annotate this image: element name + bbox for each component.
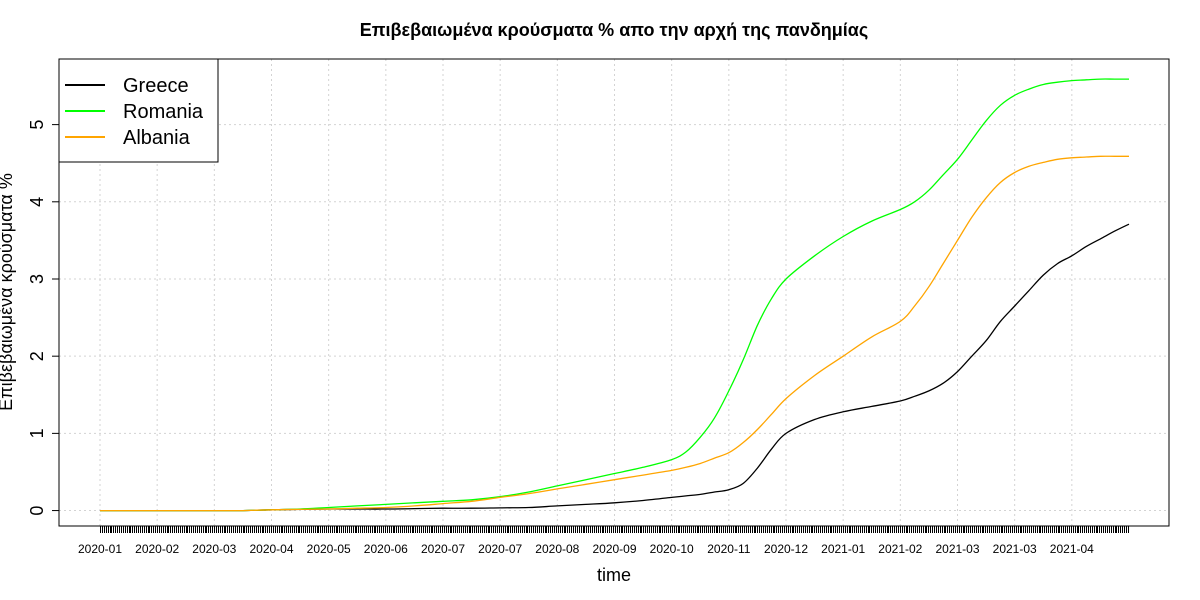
x-tick-label: 2020-07	[421, 542, 465, 556]
x-tick-label: 2020-04	[249, 542, 293, 556]
x-tick-label: 2021-03	[993, 542, 1037, 556]
x-tick-label: 2021-04	[1050, 542, 1094, 556]
x-tick-label: 2020-10	[650, 542, 694, 556]
x-tick-marks	[100, 526, 1129, 533]
y-ticks: 0 1 2 3 4 5	[27, 120, 59, 516]
x-tick-label: 2020-11	[707, 542, 750, 556]
y-tick-label: 2	[27, 351, 47, 361]
x-tick-label: 2020-06	[364, 542, 408, 556]
chart-title: Επιβεβαιωμένα κρούσματα % απο την αρχή τ…	[360, 20, 868, 40]
legend-label: Romania	[123, 101, 204, 123]
plot-frame	[58, 58, 1170, 527]
x-tick-label: 2020-02	[135, 542, 179, 556]
x-tick-mark	[100, 526, 1129, 533]
grid	[59, 59, 1169, 526]
x-tick-label: 2020-07	[478, 542, 522, 556]
x-tick-label: 2020-09	[592, 542, 636, 556]
legend-label: Greece	[123, 75, 189, 97]
x-tick-label: 2020-08	[535, 542, 579, 556]
legend: Greece Romania Albania	[58, 58, 219, 163]
legend-label: Albania	[123, 127, 191, 149]
x-tick-label: 2021-01	[821, 542, 865, 556]
x-tick-label: 2021-02	[878, 542, 922, 556]
y-axis-title: Επιβεβαιωμένα κρούσματα %	[0, 173, 16, 411]
y-tick-label: 3	[27, 274, 47, 284]
x-tick-label: 2020-12	[764, 542, 808, 556]
y-tick-label: 0	[27, 506, 47, 516]
x-axis-title: time	[597, 565, 631, 585]
x-tick-label: 2020-03	[192, 542, 236, 556]
x-tick-labels: 2020-01 2020-02 2020-03 2020-04 2020-05 2020-…	[78, 542, 1094, 556]
series-line-albania	[99, 155, 1129, 512]
y-tick-label: 4	[27, 197, 47, 207]
y-tick-label: 1	[27, 428, 47, 438]
y-tick-label: 5	[27, 120, 47, 130]
x-tick-label: 2020-01	[78, 542, 122, 556]
x-tick-label: 2021-03	[935, 542, 979, 556]
series-line-romania	[99, 78, 1129, 512]
series-line-greece	[99, 223, 1130, 512]
series-lines	[99, 78, 1130, 512]
x-tick-label: 2020-05	[307, 542, 351, 556]
